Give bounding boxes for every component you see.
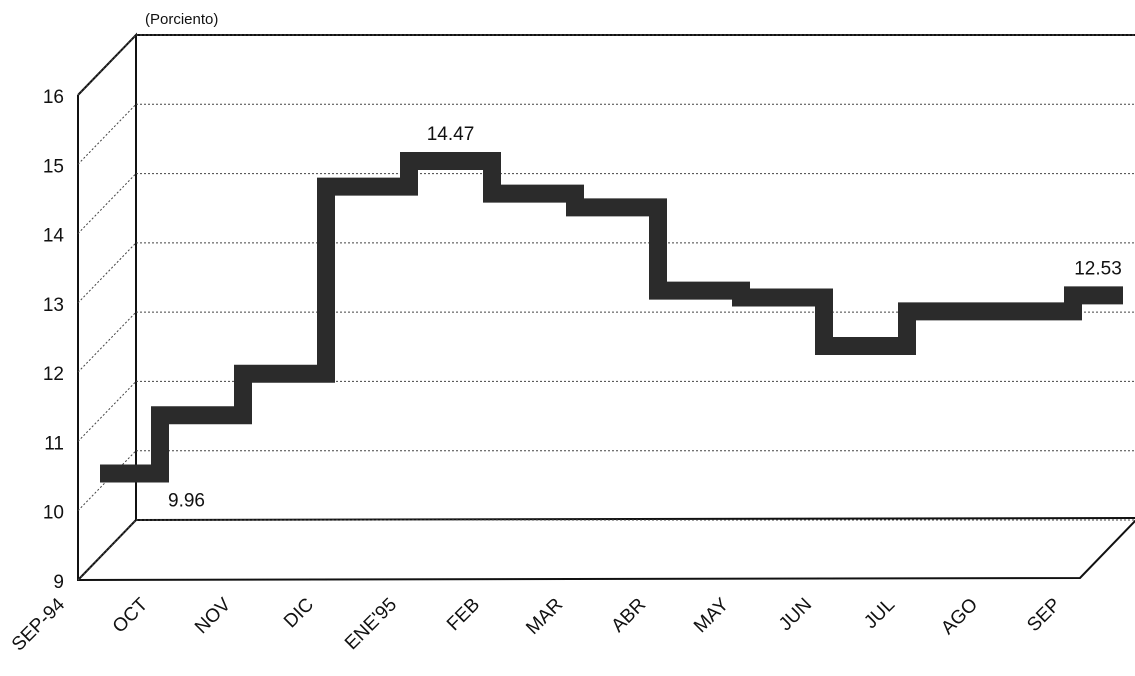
frame xyxy=(77,32,1135,522)
grid-line xyxy=(77,381,137,442)
y-tick-label: 12 xyxy=(43,364,64,385)
grid-line xyxy=(77,34,137,96)
x-tick-label: AGO xyxy=(937,594,982,639)
x-tick-label: FEB xyxy=(443,594,484,635)
y-tick-label: 11 xyxy=(44,433,64,454)
x-tick-label: NOV xyxy=(191,594,235,638)
data-label: 9.96 xyxy=(168,491,205,512)
x-tick-label: ENE'95 xyxy=(341,594,401,654)
y-tick-label: 15 xyxy=(43,156,64,177)
y-tick-label: 9 xyxy=(53,572,64,593)
y-tick-label: 10 xyxy=(43,503,64,524)
frame xyxy=(77,95,1135,582)
x-tick-label: MAR xyxy=(522,594,567,639)
x-tick-label: OCT xyxy=(109,594,152,637)
x-tick-label: DIC xyxy=(280,594,318,632)
grid-line xyxy=(77,173,137,234)
x-tick-label: JUL xyxy=(860,594,899,633)
y-tick-label: 16 xyxy=(43,87,64,108)
x-tick-label: SEP xyxy=(1023,594,1065,636)
y-tick-label: 14 xyxy=(43,226,65,247)
data-label: 12.53 xyxy=(1074,258,1122,279)
grid-line xyxy=(77,519,137,581)
x-tick-label: MAY xyxy=(690,594,733,637)
x-tick-label: JUN xyxy=(775,594,816,635)
line xyxy=(100,152,1123,483)
x-tick-label: SEP-94 xyxy=(8,594,69,655)
data-label: 14.47 xyxy=(427,124,475,145)
grid-line xyxy=(77,311,137,373)
y-axis-title: (Porciento) xyxy=(145,11,218,28)
y-tick-label: 13 xyxy=(43,295,64,316)
grid-line xyxy=(77,242,137,304)
grid-line xyxy=(77,103,137,165)
x-tick-label: ABR xyxy=(608,594,650,636)
